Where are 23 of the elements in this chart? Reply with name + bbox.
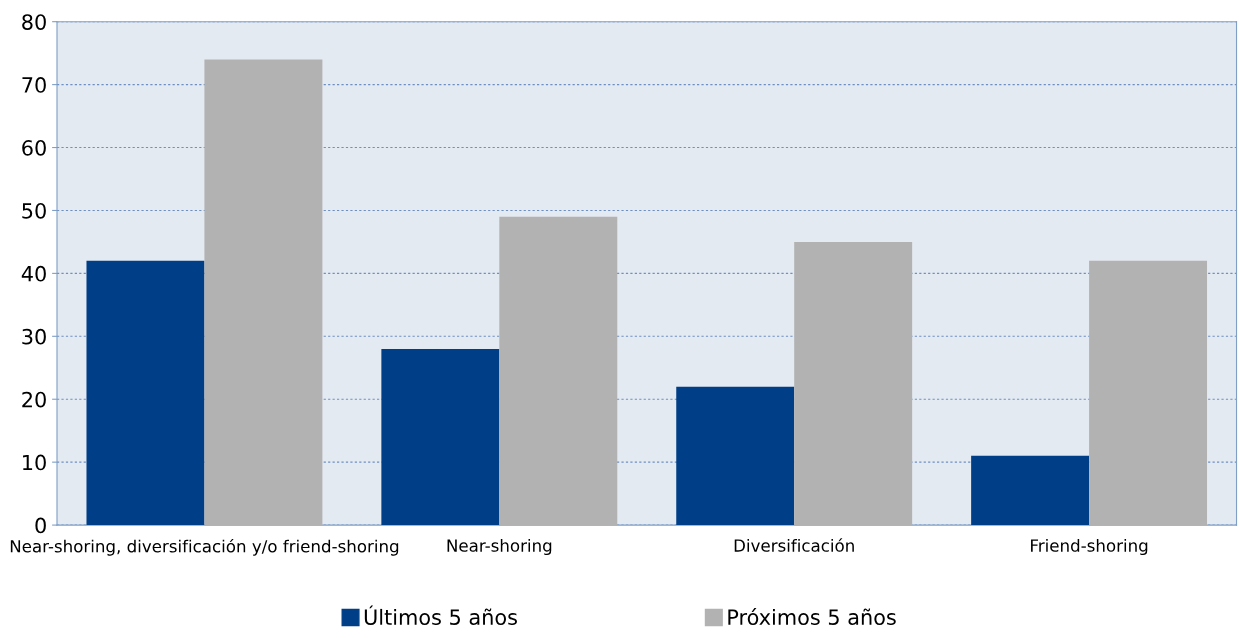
y-tick-label: 30 <box>22 328 46 345</box>
x-tick-label: Friend-shoring <box>1031 538 1148 556</box>
y-tick-label: 40 <box>21 265 46 282</box>
bar <box>204 59 323 526</box>
legend-label: Últimos 5 años <box>364 605 517 626</box>
y-tick-label: 20 <box>22 391 46 408</box>
bar <box>971 455 1090 526</box>
y-tick-label: 60 <box>22 139 46 156</box>
y-tick-label: 50 <box>22 202 46 219</box>
bar <box>794 241 913 526</box>
bar <box>1089 260 1208 526</box>
y-tick-label: 0 <box>35 517 46 534</box>
bar <box>499 216 618 526</box>
x-tick-label: Diversificación <box>734 538 854 552</box>
x-tick-label: Near-shoring, diversificación y/o friend-shoring <box>10 538 399 556</box>
x-tick-label: Near-shoring <box>447 538 552 556</box>
bar <box>676 386 795 526</box>
y-tick-label: 80 <box>22 14 46 30</box>
bar <box>86 260 205 526</box>
y-tick-label: 10 <box>23 454 46 471</box>
y-tick-label: 70 <box>22 77 46 93</box>
legend-label: Próximos 5 años <box>728 608 896 626</box>
bar <box>381 348 500 526</box>
